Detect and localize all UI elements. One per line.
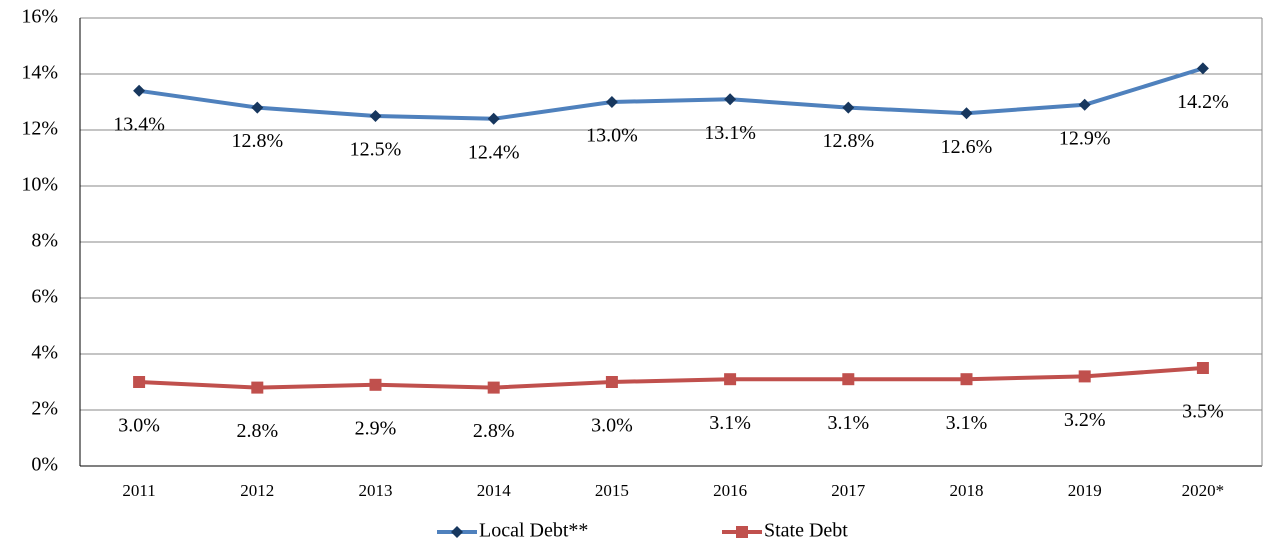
data-label: 12.8% [231,130,283,152]
data-point [1196,362,1209,374]
x-tick-label: 2013 [359,481,393,500]
x-tick-label: 2016 [713,481,747,500]
data-point [1078,98,1091,111]
data-label: 2.9% [355,417,397,439]
data-point [724,93,737,106]
data-point [842,101,855,114]
y-tick-label: 0% [31,454,58,476]
data-label: 3.1% [709,412,751,434]
x-tick-label: 2015 [595,481,629,500]
y-tick-label: 16% [21,6,58,28]
data-label: 3.0% [118,415,160,437]
data-point [369,378,382,391]
data-label: 12.9% [1059,127,1111,149]
data-point [960,373,973,386]
data-point [369,110,382,122]
data-point [1196,62,1209,75]
data-label: 3.0% [591,415,633,437]
data-label: 13.0% [586,125,638,147]
y-tick-label: 10% [21,174,58,196]
y-tick-label: 2% [31,398,58,420]
data-point [842,373,855,386]
data-label: 2.8% [473,420,515,442]
data-point [133,84,146,97]
x-tick-label: 2020* [1182,481,1225,500]
x-tick-label: 2012 [240,481,274,500]
data-label: 12.5% [350,139,402,161]
data-label: 12.8% [822,130,874,152]
data-point [605,376,618,388]
x-tick-label: 2019 [1068,481,1102,500]
data-label: 13.1% [704,122,756,144]
data-label: 2.8% [236,420,278,442]
legend-marker [736,526,748,538]
data-label: 3.1% [946,412,988,434]
y-tick-label: 6% [31,286,58,308]
legend-label: State Debt [764,520,848,542]
series-line [139,366,1204,390]
y-tick-label: 8% [31,230,58,252]
data-point [487,112,500,125]
data-label: 3.5% [1182,401,1224,423]
data-point [605,96,618,108]
legend-marker [451,526,463,538]
data-label: 3.1% [827,412,869,434]
data-point [133,376,146,388]
legend-label: Local Debt** [479,520,588,542]
data-label: 3.2% [1064,409,1106,431]
data-point [251,101,264,114]
series-line [138,66,1204,121]
x-tick-label: 2014 [477,481,512,500]
y-tick-label: 4% [31,342,58,364]
y-tick-label: 12% [21,118,58,140]
data-label: 13.4% [113,113,165,135]
x-tick-label: 2011 [122,481,155,500]
data-label: 12.4% [468,141,520,163]
x-tick-label: 2017 [831,481,866,500]
data-point [960,107,973,120]
data-point [251,381,264,394]
data-label: 14.2% [1177,91,1229,113]
data-point [487,381,500,394]
data-point [724,373,737,386]
data-point [1078,370,1091,383]
x-tick-label: 2018 [950,481,984,500]
y-tick-label: 14% [21,62,58,84]
data-label: 12.6% [941,136,993,158]
